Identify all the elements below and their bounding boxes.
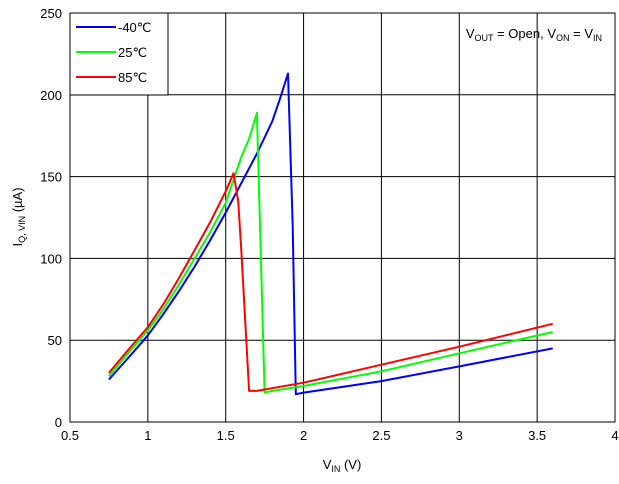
y-tick-label: 250 [40,6,62,21]
legend: -40℃ 25℃ 85℃ [69,12,169,96]
x-tick-label: 0.5 [61,428,79,443]
y-tick-label: 50 [48,333,62,348]
x-tick-label: 4 [611,428,618,443]
y-axis-label: IQ, VIN (µA) [10,187,27,246]
legend-label-2: 25℃ [118,45,147,60]
legend-label-3: 85℃ [118,70,147,85]
x-axis-label: VIN (V) [323,457,362,474]
series-line-1 [108,72,553,396]
y-tick-label: 100 [40,251,62,266]
y-tick-label: 150 [40,170,62,185]
y-tick-label: 200 [40,88,62,103]
x-tick-labels: 0.5 1 1.5 2 2.5 3 3.5 4 [61,428,619,443]
series-layer [108,72,553,396]
x-tick-label: 2 [300,428,307,443]
series-line-3 [108,172,553,392]
series-line-2 [108,111,553,394]
x-tick-label: 1.5 [217,428,235,443]
x-tick-label: 1 [144,428,151,443]
y-tick-label: 0 [55,415,62,430]
legend-label-1: -40℃ [118,20,151,35]
y-tick-labels: 0 50 100 150 200 250 [40,6,62,430]
grid [70,13,615,422]
x-tick-label: 3.5 [528,428,546,443]
x-tick-label: 2.5 [372,428,390,443]
plot-frame [69,12,616,423]
x-tick-label: 3 [456,428,463,443]
condition-annotation: VOUT = Open, VON = VIN [466,26,602,43]
